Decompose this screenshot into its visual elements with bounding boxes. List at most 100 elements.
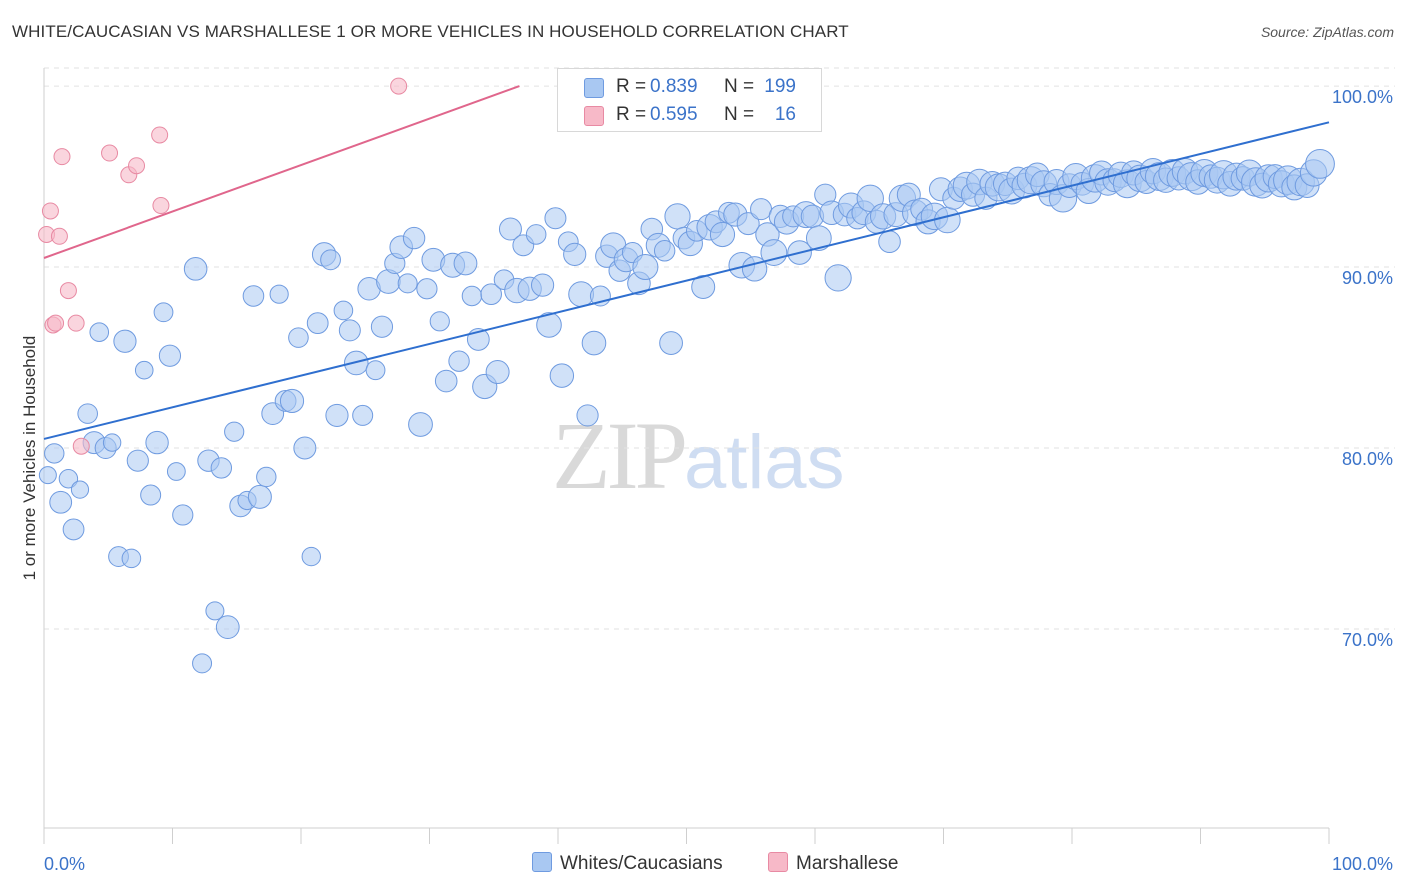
data-point-marsh <box>67 314 85 332</box>
data-point-white <box>77 403 98 424</box>
data-point-marsh <box>72 437 90 455</box>
bottom-legend-white: Whites/Caucasians <box>532 852 723 875</box>
data-point-white <box>659 331 683 355</box>
bottom-legend-swatch-marsh <box>768 852 788 872</box>
white-series-points <box>38 149 1335 674</box>
legend-n-value: 16 <box>774 104 796 125</box>
axes <box>43 68 1330 844</box>
x-tick-label: 100.0% <box>1332 854 1393 874</box>
data-point-white <box>325 403 349 428</box>
data-point-marsh <box>50 227 68 245</box>
data-point-white <box>306 312 329 335</box>
chart-title: WHITE/CAUCASIAN VS MARSHALLESE 1 OR MORE… <box>12 22 849 41</box>
data-point-white <box>205 601 225 621</box>
data-point-white <box>365 360 386 381</box>
data-point-white <box>166 462 186 481</box>
y-tick-label: 90.0% <box>1342 268 1393 288</box>
data-point-white <box>288 327 309 348</box>
data-point-marsh <box>390 77 408 95</box>
data-point-white <box>408 412 433 437</box>
data-point-white <box>113 329 137 353</box>
data-point-white <box>805 225 832 251</box>
data-point-white <box>530 273 555 297</box>
data-point-white <box>145 430 169 455</box>
data-point-marsh <box>59 282 77 300</box>
legend-n-label: N = <box>724 76 755 97</box>
data-point-white <box>480 283 502 305</box>
data-point-white <box>320 249 341 271</box>
data-point-white <box>89 322 110 342</box>
legend-r-label: R = <box>616 76 647 97</box>
data-point-white <box>461 285 483 307</box>
data-point-white <box>549 363 575 388</box>
data-point-white <box>485 360 510 384</box>
data-point-white <box>256 466 277 488</box>
data-point-white <box>397 273 418 294</box>
data-point-white <box>224 421 245 442</box>
trend-line-white <box>43 121 1330 440</box>
y-tick-label: 100.0% <box>1332 87 1393 107</box>
legend-n-label: N = <box>724 104 755 125</box>
data-point-white <box>576 404 599 427</box>
data-point-white <box>215 615 240 640</box>
data-point-white <box>58 469 79 489</box>
data-point-marsh <box>53 148 71 166</box>
data-point-white <box>581 330 607 356</box>
data-point-white <box>563 242 587 266</box>
data-point-white <box>352 404 374 426</box>
data-point-white <box>402 226 426 250</box>
data-point-white <box>429 311 450 332</box>
data-point-marsh <box>41 202 59 220</box>
data-point-white <box>301 546 321 567</box>
data-point-white <box>333 300 354 321</box>
data-point-white <box>632 254 659 281</box>
data-point-white <box>140 484 162 506</box>
data-point-white <box>38 466 57 485</box>
data-point-white <box>453 251 478 276</box>
data-point-white <box>434 369 458 393</box>
y-tick-label: 70.0% <box>1342 630 1393 650</box>
legend-r-value: 0.839 <box>650 76 698 97</box>
data-point-white <box>653 240 676 262</box>
data-point-white <box>44 443 65 464</box>
data-point-marsh <box>128 157 146 175</box>
bottom-legend-label-marsh: Marshallese <box>796 853 899 874</box>
data-point-white <box>158 344 182 367</box>
data-point-white <box>121 548 142 569</box>
data-point-white <box>134 360 154 380</box>
watermark: ZIPatlas <box>552 400 845 511</box>
tick-labels: 70.0% 80.0% 90.0% 100.0% 0.0% 100.0% <box>44 87 1393 874</box>
watermark-zip: ZIP <box>552 402 688 509</box>
y-axis-label: 1 or more Vehicles in Household <box>20 335 39 581</box>
data-point-white <box>750 198 773 221</box>
data-point-white <box>370 315 394 338</box>
data-point-white <box>691 274 716 299</box>
x-tick-label: 0.0% <box>44 854 85 874</box>
data-point-white <box>172 504 194 526</box>
data-point-white <box>49 490 73 514</box>
trend-line-marsh <box>43 85 520 259</box>
legend-r-value: 0.595 <box>650 104 698 125</box>
data-point-white <box>498 217 522 241</box>
data-point-white <box>544 207 567 230</box>
data-point-white <box>416 278 438 300</box>
data-point-white <box>102 433 122 452</box>
data-point-white <box>269 284 289 304</box>
bottom-legend-marsh: Marshallese <box>768 852 898 875</box>
marsh-series-points <box>38 77 665 455</box>
trend-lines <box>43 85 1330 440</box>
data-point-white <box>736 212 760 236</box>
data-point-white <box>824 264 852 292</box>
data-point-marsh <box>151 126 169 144</box>
data-point-white <box>192 653 213 674</box>
legend-n-value: 199 <box>764 76 796 97</box>
data-point-white <box>279 388 305 414</box>
watermark-atlas: atlas <box>684 420 845 505</box>
data-point-white <box>664 203 691 230</box>
legend-r-label: R = <box>616 104 647 125</box>
y-tick-label: 80.0% <box>1342 449 1393 469</box>
data-point-white <box>338 319 361 342</box>
data-point-white <box>247 484 272 509</box>
data-point-white <box>709 221 736 248</box>
